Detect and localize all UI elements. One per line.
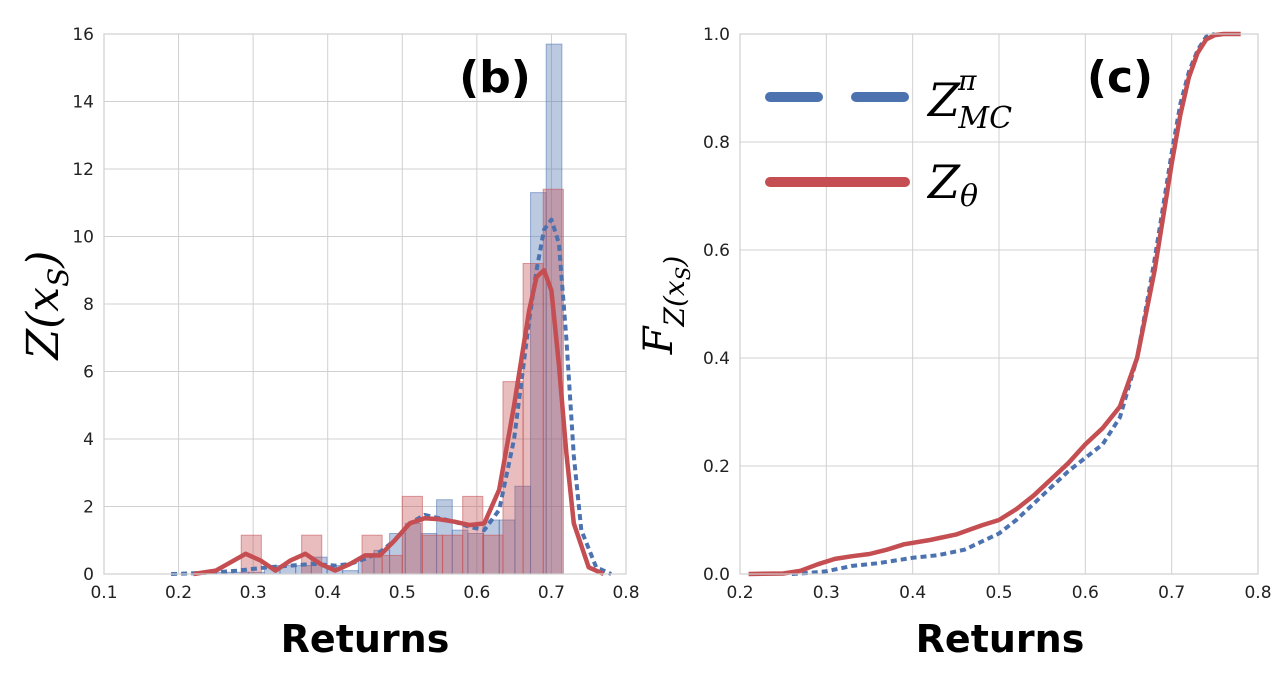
y-tick-label: 1.0: [703, 25, 730, 45]
legend-label-theta: Zθ: [926, 155, 978, 214]
x-tick-label: 0.5: [389, 583, 416, 603]
kde-line-theta: [193, 268, 605, 577]
y-tick-label: 0.8: [703, 133, 730, 153]
panel-c-y-axis-label: FZ(xS): [636, 256, 695, 356]
histogram-bar-theta: [421, 534, 444, 575]
legend: Zπ MC Zθ: [765, 64, 1012, 214]
y-tick-label: 10: [72, 228, 94, 248]
panel-b-label: (b): [459, 52, 531, 103]
x-tick-label: 0.6: [1072, 583, 1099, 603]
panel-b-bars: [216, 43, 564, 575]
panel-b-histogram: 0.1 0.2 0.3 0.4 0.5 0.6 0.7 0.8 0 2 4 6 8 10 12 14 16 (…: [18, 25, 640, 661]
svg-text:FZ(xS): FZ(xS): [636, 256, 695, 356]
y-tick-label: 0.2: [703, 457, 730, 477]
y-tick-label: 8: [83, 295, 94, 315]
cdf-line-theta: [748, 31, 1241, 577]
x-tick-label: 0.1: [90, 583, 117, 603]
y-tick-label: 16: [72, 25, 94, 45]
x-tick-label: 0.4: [899, 583, 926, 603]
panel-b-y-axis-label: Z(xS): [18, 251, 75, 362]
panel-b-x-ticks: 0.1 0.2 0.3 0.4 0.5 0.6 0.7 0.8: [90, 583, 639, 603]
panel-c-y-ticks: 0.0 0.2 0.4 0.6 0.8 1.0: [703, 25, 730, 585]
histogram-bar-theta: [462, 495, 484, 575]
panel-c-x-ticks: 0.2 0.3 0.4 0.5 0.6 0.7 0.8: [726, 583, 1271, 603]
y-tick-label: 14: [72, 93, 94, 113]
panel-b-x-axis-label: Returns: [281, 617, 450, 661]
x-tick-label: 0.3: [813, 583, 840, 603]
histogram-bar-theta: [381, 554, 403, 575]
histogram-bar-theta: [482, 534, 504, 575]
y-tick-label: 0.4: [703, 349, 730, 369]
panel-c-cdf-lines: [748, 31, 1241, 577]
cdf-line-mc: [791, 32, 1216, 576]
y-tick-label: 0.6: [703, 241, 730, 261]
panel-b-frame: [103, 33, 627, 575]
panel-c-frame: [739, 33, 1259, 575]
panel-c-label: (c): [1087, 52, 1153, 103]
y-tick-label: 2: [83, 498, 94, 518]
panel-b-kde-lines: [171, 217, 612, 577]
x-tick-label: 0.4: [314, 583, 341, 603]
x-tick-label: 0.5: [985, 583, 1012, 603]
panel-b-y-ticks: 0 2 4 6 8 10 12 14 16: [72, 25, 94, 585]
y-tick-label: 0.0: [703, 565, 730, 585]
histogram-bar-theta: [442, 534, 464, 575]
svg-text:Z(xS): Z(xS): [18, 251, 75, 362]
x-tick-label: 0.2: [726, 583, 753, 603]
histogram-bar-theta: [401, 495, 423, 575]
y-tick-label: 12: [72, 160, 94, 180]
histogram-bar-theta: [522, 263, 544, 575]
x-tick-label: 0.2: [165, 583, 192, 603]
x-tick-label: 0.7: [538, 583, 565, 603]
panel-c-cdf: 0.2 0.3 0.4 0.5 0.6 0.7 0.8 0.00.20.40.60.81.0…: [636, 25, 1272, 661]
x-tick-label: 0.8: [612, 583, 639, 603]
x-tick-label: 0.3: [240, 583, 267, 603]
y-tick-label: 6: [83, 363, 94, 383]
panel-c-x-axis-label: Returns: [916, 617, 1085, 661]
y-tick-label: 4: [83, 430, 94, 450]
x-tick-label: 0.8: [1244, 583, 1271, 603]
x-tick-label: 0.6: [463, 583, 490, 603]
y-tick-label: 0: [83, 565, 94, 585]
x-tick-label: 0.7: [1158, 583, 1185, 603]
